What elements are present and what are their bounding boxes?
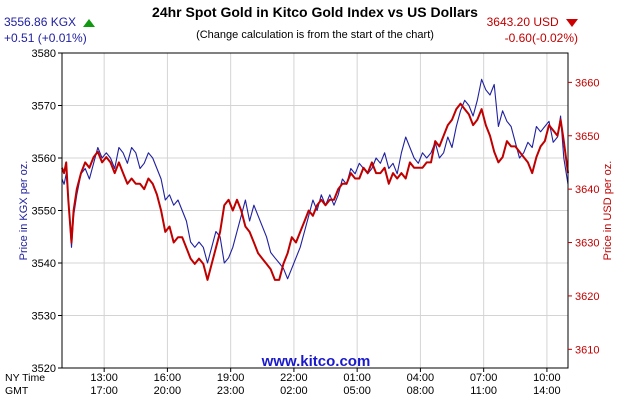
x-tick-label-gmt: 20:00 — [154, 385, 182, 397]
series-lines — [61, 78, 569, 281]
y-tick-label-left: 3550 — [32, 206, 56, 218]
x-tick-label-ny: 19:00 — [217, 372, 245, 384]
x-tick-label-gmt: 17:00 — [90, 385, 118, 397]
triangle-down-icon — [566, 18, 578, 27]
watermark-text: www.kitco.com — [261, 353, 371, 370]
x-tick-label-ny: 07:00 — [470, 372, 498, 384]
x-tick-label-gmt: 08:00 — [407, 385, 435, 397]
x-tick-label-ny: 10:00 — [533, 372, 561, 384]
usd-quote: 3643.20 USD — [487, 15, 578, 29]
y-tick-label-right: 3640 — [575, 184, 599, 196]
y-tick-label-right: 3660 — [575, 77, 599, 89]
y-tick-label-left: 3520 — [32, 363, 56, 375]
usd-price: 3643.20 USD — [486, 15, 559, 29]
y-tick-label-right: 3630 — [575, 238, 599, 250]
x-tick-label-gmt: 23:00 — [217, 385, 245, 397]
series-line-usd — [61, 102, 569, 281]
x-row-label-gmt: GMT — [5, 385, 29, 397]
kgx-change: +0.51 (+0.01%) — [4, 31, 87, 45]
x-tick-label-gmt: 14:00 — [533, 385, 561, 397]
y-tick-label-left: 3540 — [32, 258, 56, 270]
chart-subtitle: (Change calculation is from the start of… — [196, 29, 434, 41]
y-tick-label-right: 3620 — [575, 291, 599, 303]
series-line-kgx — [61, 78, 569, 280]
y-tick-label-left: 3570 — [32, 101, 56, 113]
y-tick-label-left: 3560 — [32, 153, 56, 165]
y-tick-label-left: 3580 — [32, 48, 56, 60]
triangle-up-icon — [83, 18, 96, 27]
y-tick-label-left: 3530 — [32, 311, 56, 323]
x-tick-label-gmt: 05:00 — [343, 385, 371, 397]
y-tick-label-right: 3650 — [575, 131, 599, 143]
x-tick-label-ny: 13:00 — [90, 372, 118, 384]
axis-labels: 3520 3530 3540 3550 3560 3570 3580 3610 3620 3630… — [32, 48, 600, 397]
kgx-quote: 3556.86 KGX — [4, 15, 96, 29]
y-tick-label-right: 3610 — [575, 344, 599, 356]
y-axis-label-right: Price in USD per oz. — [602, 161, 614, 261]
kgx-price: 3556.86 KGX — [4, 15, 77, 29]
usd-change: -0.60(-0.02%) — [504, 31, 578, 45]
x-row-label-ny: NY Time — [5, 372, 45, 384]
chart-title: 24hr Spot Gold in Kitco Gold Index vs US… — [152, 4, 478, 20]
x-tick-label-ny: 16:00 — [154, 372, 182, 384]
x-tick-label-gmt: 02:00 — [280, 385, 308, 397]
x-tick-label-gmt: 11:00 — [470, 385, 497, 397]
x-tick-label-ny: 01:00 — [343, 372, 371, 384]
x-tick-label-ny: 22:00 — [280, 372, 308, 384]
y-axis-label-left: Price in KGX per oz. — [18, 161, 30, 261]
x-tick-label-ny: 04:00 — [407, 372, 435, 384]
